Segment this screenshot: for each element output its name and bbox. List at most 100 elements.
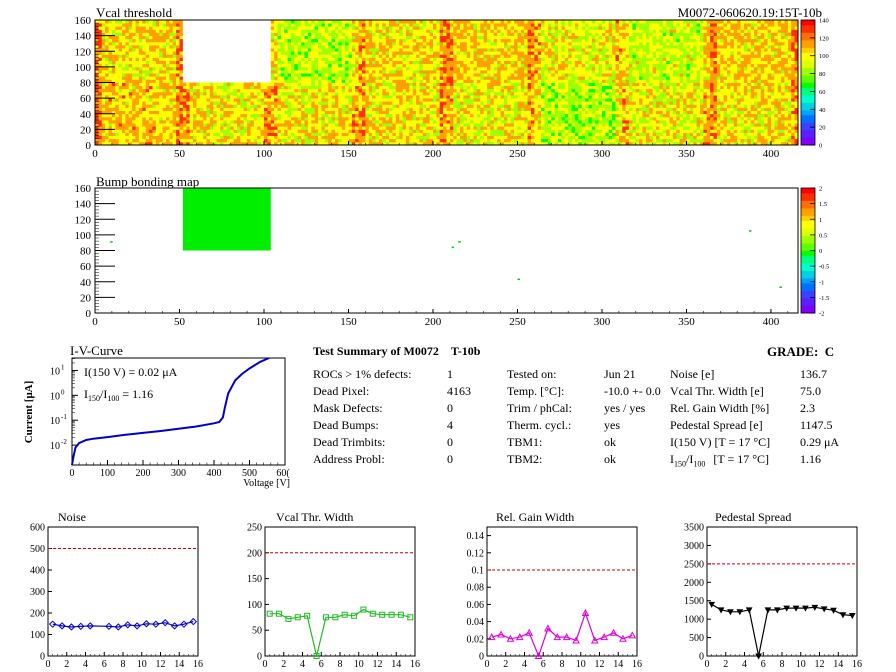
threshold-cell — [223, 116, 228, 121]
threshold-cell — [138, 70, 143, 74]
threshold-cell — [635, 116, 640, 121]
threshold-cell — [740, 98, 745, 102]
threshold-cell — [216, 120, 221, 124]
threshold-cell — [247, 120, 251, 124]
threshold-cell — [632, 104, 637, 108]
threshold-cell — [274, 38, 278, 43]
threshold-cell — [284, 38, 289, 43]
threshold-cell — [689, 113, 694, 118]
threshold-cell — [132, 29, 136, 33]
threshold-cell — [338, 120, 343, 124]
threshold-cell — [527, 107, 532, 111]
threshold-cell — [787, 110, 792, 115]
threshold-cell — [794, 101, 798, 105]
threshold-cell — [422, 141, 427, 145]
threshold-cell — [483, 82, 488, 86]
threshold-cell — [142, 116, 147, 121]
threshold-cell — [706, 107, 711, 111]
threshold-cell — [111, 135, 116, 140]
threshold-cell — [378, 104, 383, 108]
threshold-cell — [771, 138, 775, 143]
threshold-cell — [463, 126, 468, 130]
threshold-cell — [382, 116, 387, 121]
threshold-cell — [125, 38, 130, 43]
threshold-cell — [270, 51, 275, 55]
threshold-cell — [362, 104, 366, 108]
threshold-cell — [274, 101, 278, 105]
threshold-cell — [595, 135, 599, 140]
threshold-cell — [774, 88, 779, 93]
threshold-cell — [358, 129, 363, 133]
threshold-cell — [595, 95, 599, 99]
threshold-cell — [142, 23, 147, 27]
threshold-cell — [122, 45, 126, 49]
threshold-cell — [247, 132, 251, 136]
threshold-cell — [764, 82, 768, 86]
threshold-cell — [362, 138, 366, 143]
threshold-cell — [669, 95, 674, 99]
threshold-cell — [98, 120, 103, 124]
threshold-cell — [115, 38, 120, 43]
threshold-cell — [193, 98, 197, 102]
threshold-cell — [439, 126, 444, 130]
threshold-cell — [591, 101, 596, 105]
threshold-cell — [284, 60, 289, 65]
threshold-cell — [706, 126, 711, 130]
threshold-cell — [517, 101, 522, 105]
threshold-cell — [716, 91, 721, 96]
threshold-cell — [135, 73, 140, 77]
threshold-cell — [456, 123, 461, 127]
threshold-cell — [689, 129, 694, 133]
threshold-cell — [693, 141, 697, 145]
threshold-cell — [132, 113, 136, 118]
threshold-cell — [247, 123, 251, 127]
threshold-cell — [250, 126, 255, 130]
threshold-cell — [625, 123, 630, 127]
threshold-cell — [368, 101, 373, 105]
threshold-cell — [754, 95, 758, 99]
threshold-cell — [727, 135, 731, 140]
threshold-cell — [159, 104, 163, 108]
threshold-cell — [159, 48, 163, 52]
threshold-cell — [760, 141, 765, 145]
threshold-cell — [294, 129, 299, 133]
threshold-cell — [111, 51, 116, 55]
threshold-cell — [605, 116, 610, 121]
threshold-cell — [189, 98, 194, 102]
threshold-cell — [128, 60, 133, 65]
threshold-cell — [280, 29, 285, 33]
threshold-cell — [720, 141, 725, 145]
threshold-cell — [264, 101, 268, 105]
threshold-cell — [672, 88, 677, 93]
threshold-cell — [476, 123, 481, 127]
threshold-cell — [105, 129, 109, 133]
threshold-cell — [520, 110, 525, 115]
threshold-cell — [162, 26, 167, 30]
threshold-cell — [277, 63, 282, 68]
threshold-cell — [155, 98, 160, 102]
threshold-cell — [720, 135, 725, 140]
threshold-cell — [203, 126, 207, 130]
threshold-cell — [385, 104, 390, 108]
threshold-cell — [294, 120, 299, 124]
threshold-cell — [294, 57, 299, 61]
threshold-cell — [689, 138, 694, 143]
threshold-cell — [652, 91, 657, 96]
threshold-cell — [159, 82, 163, 86]
threshold-cell — [412, 98, 417, 102]
threshold-cell — [264, 85, 268, 90]
threshold-cell — [135, 138, 140, 143]
threshold-cell — [149, 120, 153, 124]
threshold-cell — [291, 85, 295, 90]
threshold-cell — [267, 95, 272, 99]
threshold-cell — [162, 98, 167, 102]
threshold-cell — [574, 98, 579, 102]
threshold-cell — [142, 45, 147, 49]
threshold-cell — [115, 113, 120, 118]
threshold-cell — [321, 129, 326, 133]
threshold-cell — [230, 104, 234, 108]
threshold-cell — [314, 138, 319, 143]
threshold-cell — [706, 129, 711, 133]
threshold-cell — [122, 88, 126, 93]
threshold-cell — [149, 23, 153, 27]
